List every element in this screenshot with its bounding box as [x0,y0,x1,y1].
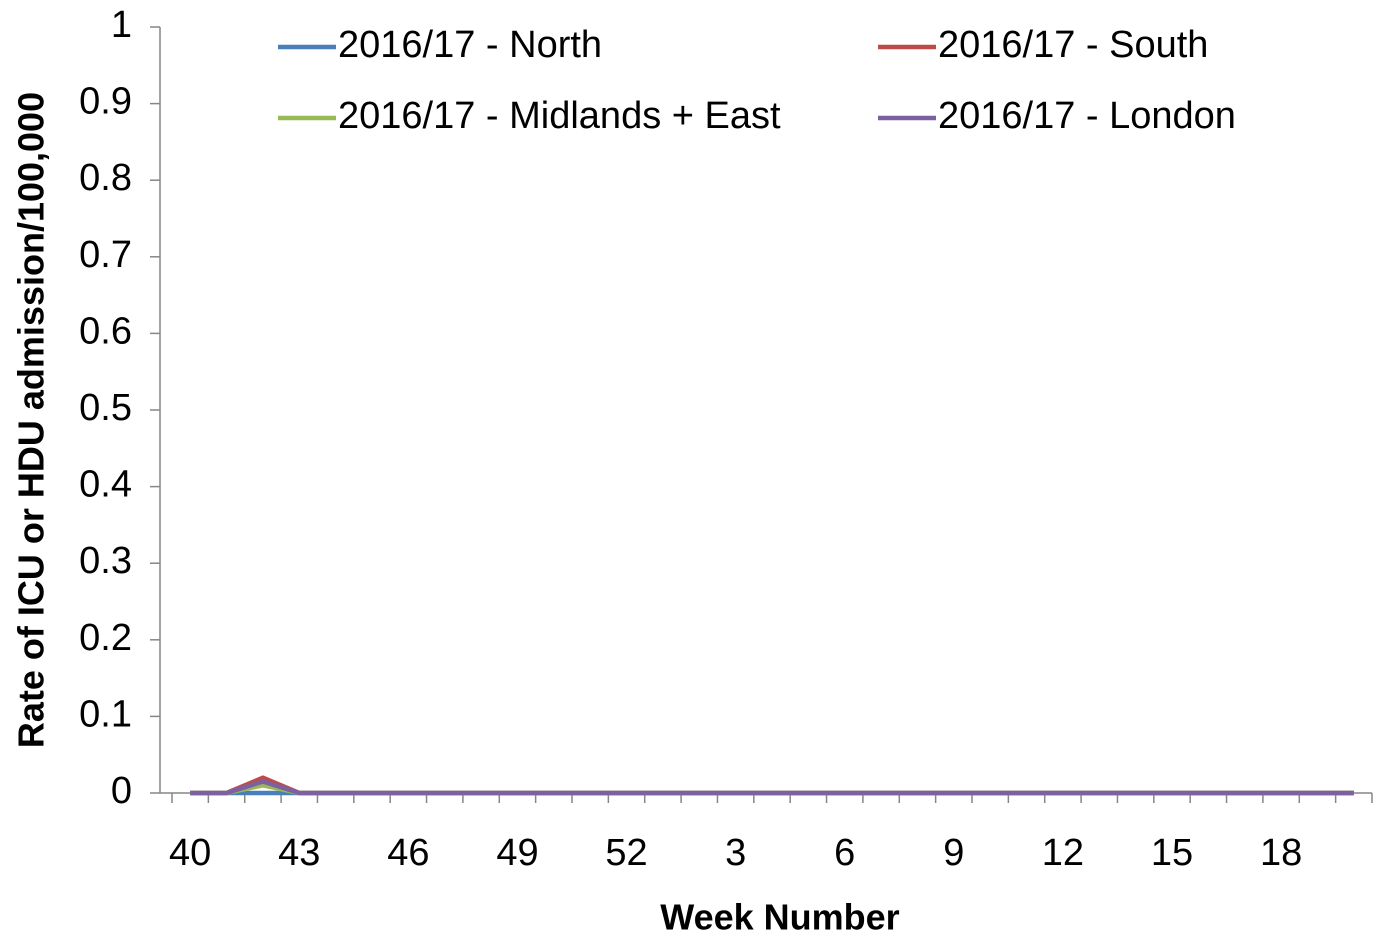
x-tick-label: 43 [278,832,320,874]
y-tick-label: 0.1 [79,693,132,735]
line-series [190,775,1354,796]
legend-label: 2016/17 - South [938,24,1208,66]
y-tick-label: 0.8 [79,157,132,199]
x-tick-label: 6 [834,832,855,874]
line-series [190,779,1354,796]
y-tick-label: 0.4 [79,464,132,506]
y-tick-label: 0.5 [79,387,132,429]
y-axis-title: Rate of ICU or HDU admission/100,000 [11,92,52,748]
legend-label: 2016/17 - London [938,95,1236,137]
x-tick-label: 12 [1042,832,1084,874]
x-tick-label: 49 [496,832,538,874]
x-tick-label: 52 [605,832,647,874]
y-tick-label: 0.2 [79,617,132,659]
y-tick-label: 1 [111,4,132,46]
y-tick-label: 0.3 [79,540,132,582]
x-tick-label: 9 [943,832,964,874]
x-tick-label: 18 [1260,832,1302,874]
y-tick-label: 0 [111,770,132,812]
y-tick-label: 0.9 [79,81,132,123]
x-axis-title: Week Number [660,897,899,938]
legend-label: 2016/17 - North [338,24,602,66]
y-tick-label: 0.6 [79,310,132,352]
x-tick-label: 3 [725,832,746,874]
y-tick-label: 0.7 [79,234,132,276]
legend-label: 2016/17 - Midlands + East [338,95,781,137]
x-tick-label: 46 [387,832,429,874]
x-tick-label: 15 [1151,832,1193,874]
x-tick-label: 40 [169,832,211,874]
